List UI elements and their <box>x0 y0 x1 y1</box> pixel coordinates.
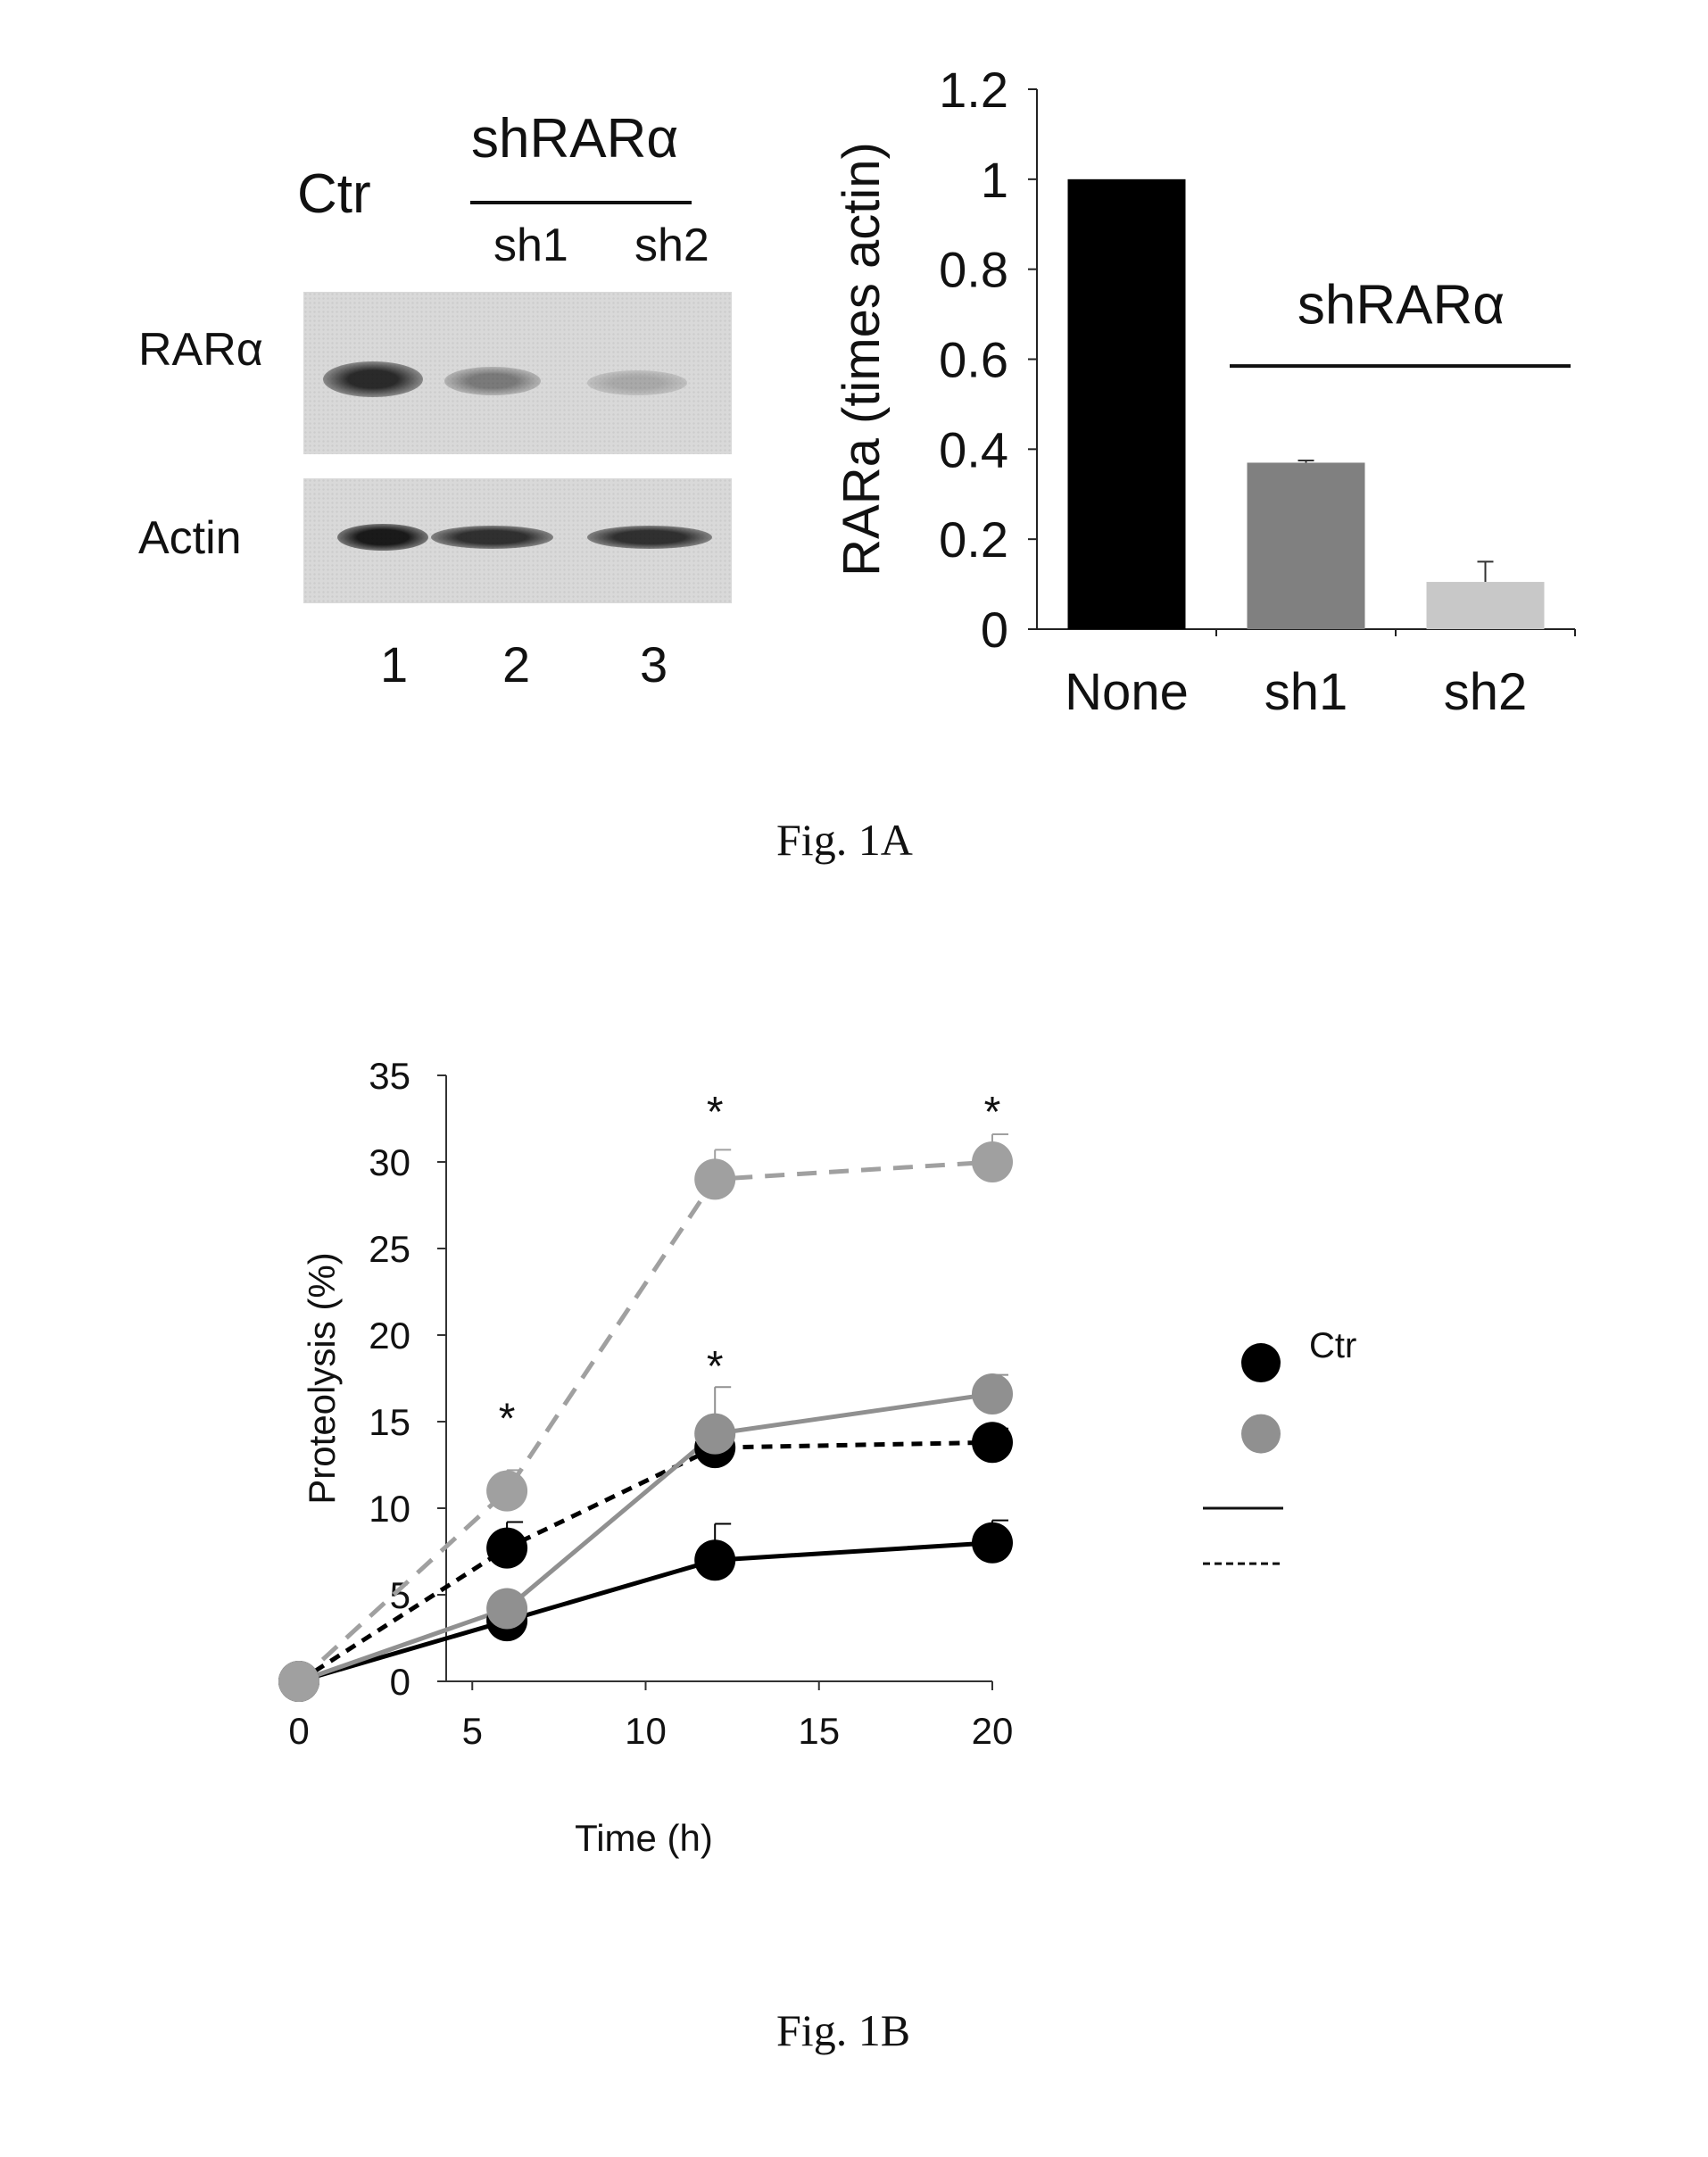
y-tick-label: 0.4 <box>939 421 1008 477</box>
y-tick-label: 20 <box>369 1315 410 1356</box>
rar-bar-chart: 0 0.2 0.4 0.6 0.8 1 1.2 None sh1 sh2 shRARα RARa (t… <box>803 36 1633 776</box>
bar-sh2 <box>1427 582 1545 629</box>
rar-band-lane3 <box>587 370 687 395</box>
y-axis-label: RARa (times actin) <box>833 142 891 577</box>
y-tick-label: 0.6 <box>939 332 1008 388</box>
x-tick-label: 5 <box>462 1710 483 1752</box>
significance-asterisk: * <box>707 1089 724 1136</box>
series-3-point <box>486 1471 527 1512</box>
shrar-group-bracket <box>470 201 692 204</box>
x-tick-label: sh2 <box>1444 663 1528 721</box>
series-2-point <box>486 1589 527 1630</box>
lane-number-2: 2 <box>502 635 530 693</box>
significance-asterisk: * <box>707 1343 724 1390</box>
x-tick-label: None <box>1065 663 1189 721</box>
series-3-point <box>278 1661 319 1702</box>
series-1-point <box>972 1422 1013 1463</box>
y-tick-label: 30 <box>369 1141 410 1183</box>
series-2-point <box>694 1414 735 1455</box>
legend-marker-gray <box>1241 1414 1281 1454</box>
actin-blot-image <box>303 478 732 603</box>
series-3-point <box>694 1158 735 1199</box>
lane-label-sh2: sh2 <box>634 219 709 272</box>
proteolysis-line-chart: 0510152025303505101520Time (h)Proteolysi… <box>268 1053 1428 1954</box>
series-0-point <box>972 1522 1013 1564</box>
y-tick-label: 35 <box>369 1055 410 1097</box>
y-tick-label: 0 <box>390 1661 410 1703</box>
y-tick-label: 0.2 <box>939 511 1008 568</box>
x-tick-label: sh1 <box>1264 663 1348 721</box>
y-tick-label: 0.8 <box>939 242 1008 298</box>
lane-label-sh1: sh1 <box>493 219 568 272</box>
shrar-group-label: shRARα <box>471 107 678 170</box>
lane-number-3: 3 <box>640 635 667 693</box>
actin-band-lane1 <box>337 524 428 551</box>
row-label-actin: Actin <box>138 511 242 565</box>
y-axis-label: Proteolysis (%) <box>301 1252 343 1504</box>
lane-number-1: 1 <box>380 635 408 693</box>
x-tick-label: 0 <box>288 1710 309 1752</box>
x-tick-label: 20 <box>972 1710 1014 1752</box>
y-tick-label: 25 <box>369 1228 410 1270</box>
rar-band-lane2 <box>444 367 541 395</box>
row-label-rar: RARα <box>138 323 263 377</box>
fig1a-caption: Fig. 1A <box>776 814 913 866</box>
y-tick-label: 15 <box>369 1401 410 1443</box>
y-tick-label: 1 <box>981 152 1008 208</box>
actin-band-lane2 <box>431 526 553 549</box>
series-1-point <box>486 1528 527 1569</box>
x-axis-label: Time (h) <box>575 1817 713 1859</box>
legend-marker-ctr <box>1241 1343 1281 1382</box>
x-tick-label: 10 <box>625 1710 667 1752</box>
series-0-point <box>694 1539 735 1580</box>
series-2-point <box>972 1373 1013 1414</box>
bar-sh1 <box>1248 462 1365 629</box>
y-tick-label: 1.2 <box>939 62 1008 118</box>
fig1b-caption: Fig. 1B <box>776 2004 910 2056</box>
rar-blot-image <box>303 292 732 454</box>
legend-label-ctr: Ctr <box>1309 1326 1356 1365</box>
bar-none <box>1068 179 1186 629</box>
significance-asterisk: * <box>499 1395 516 1442</box>
rar-band-lane1 <box>323 361 423 397</box>
series-3-point <box>972 1141 1013 1182</box>
y-tick-label: 10 <box>369 1488 410 1530</box>
y-tick-label: 0 <box>981 601 1008 658</box>
shrar-annotation: shRARα <box>1298 274 1505 336</box>
ctr-label: Ctr <box>297 162 371 226</box>
x-tick-label: 15 <box>798 1710 840 1752</box>
significance-asterisk: * <box>984 1089 1001 1136</box>
actin-band-lane3 <box>587 526 712 549</box>
